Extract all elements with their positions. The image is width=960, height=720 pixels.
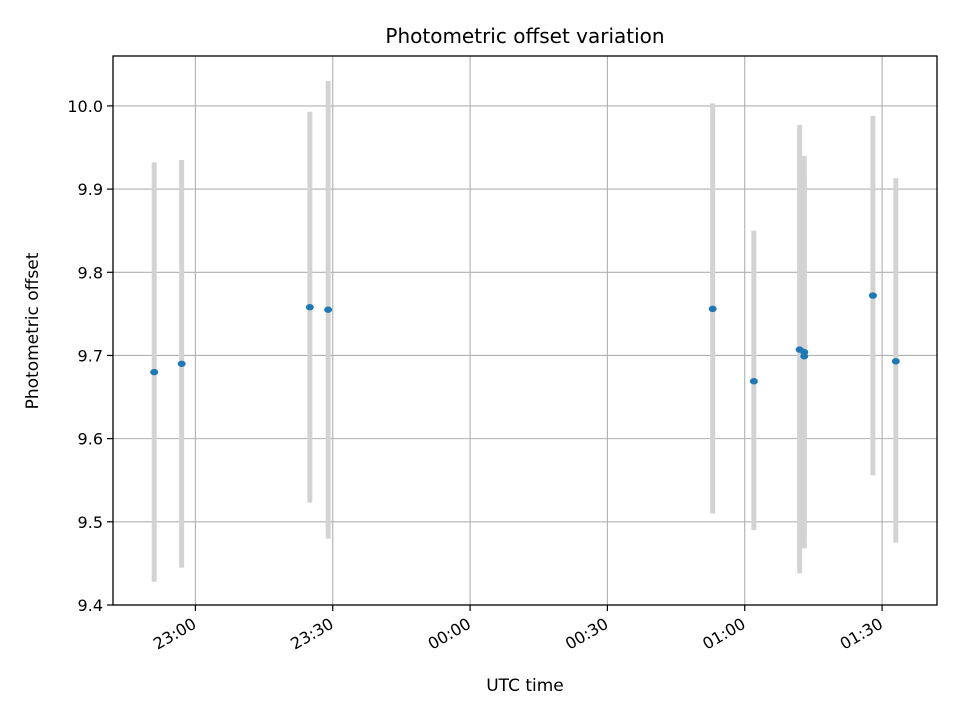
x-axis-title: UTC time bbox=[486, 676, 564, 696]
y-tick-label: 9.7 bbox=[78, 346, 103, 365]
y-tick-label: 9.8 bbox=[78, 263, 103, 282]
data-point bbox=[800, 353, 809, 360]
y-axis-title: Photometric offset bbox=[23, 252, 43, 409]
y-axis-ticks: 9.4 9.5 9.6 9.7 9.8 9.9 10.0 bbox=[67, 97, 113, 615]
plot-frame bbox=[112, 55, 938, 606]
y-tick-label: 9.4 bbox=[78, 596, 103, 615]
data-point bbox=[749, 378, 758, 385]
data-point bbox=[868, 292, 877, 299]
y-tick-label: 9.9 bbox=[78, 180, 103, 199]
data-point bbox=[891, 358, 900, 365]
chart-title: Photometric offset variation bbox=[385, 24, 664, 48]
y-tick-label: 9.6 bbox=[78, 430, 103, 449]
data-point bbox=[708, 305, 717, 313]
data-point bbox=[177, 360, 186, 367]
data-point bbox=[305, 304, 314, 311]
data-point bbox=[150, 368, 159, 376]
data-points bbox=[150, 292, 900, 385]
y-tick-label: 9.5 bbox=[78, 513, 103, 532]
y-tick-label: 10.0 bbox=[67, 97, 103, 116]
data-point bbox=[324, 306, 333, 313]
